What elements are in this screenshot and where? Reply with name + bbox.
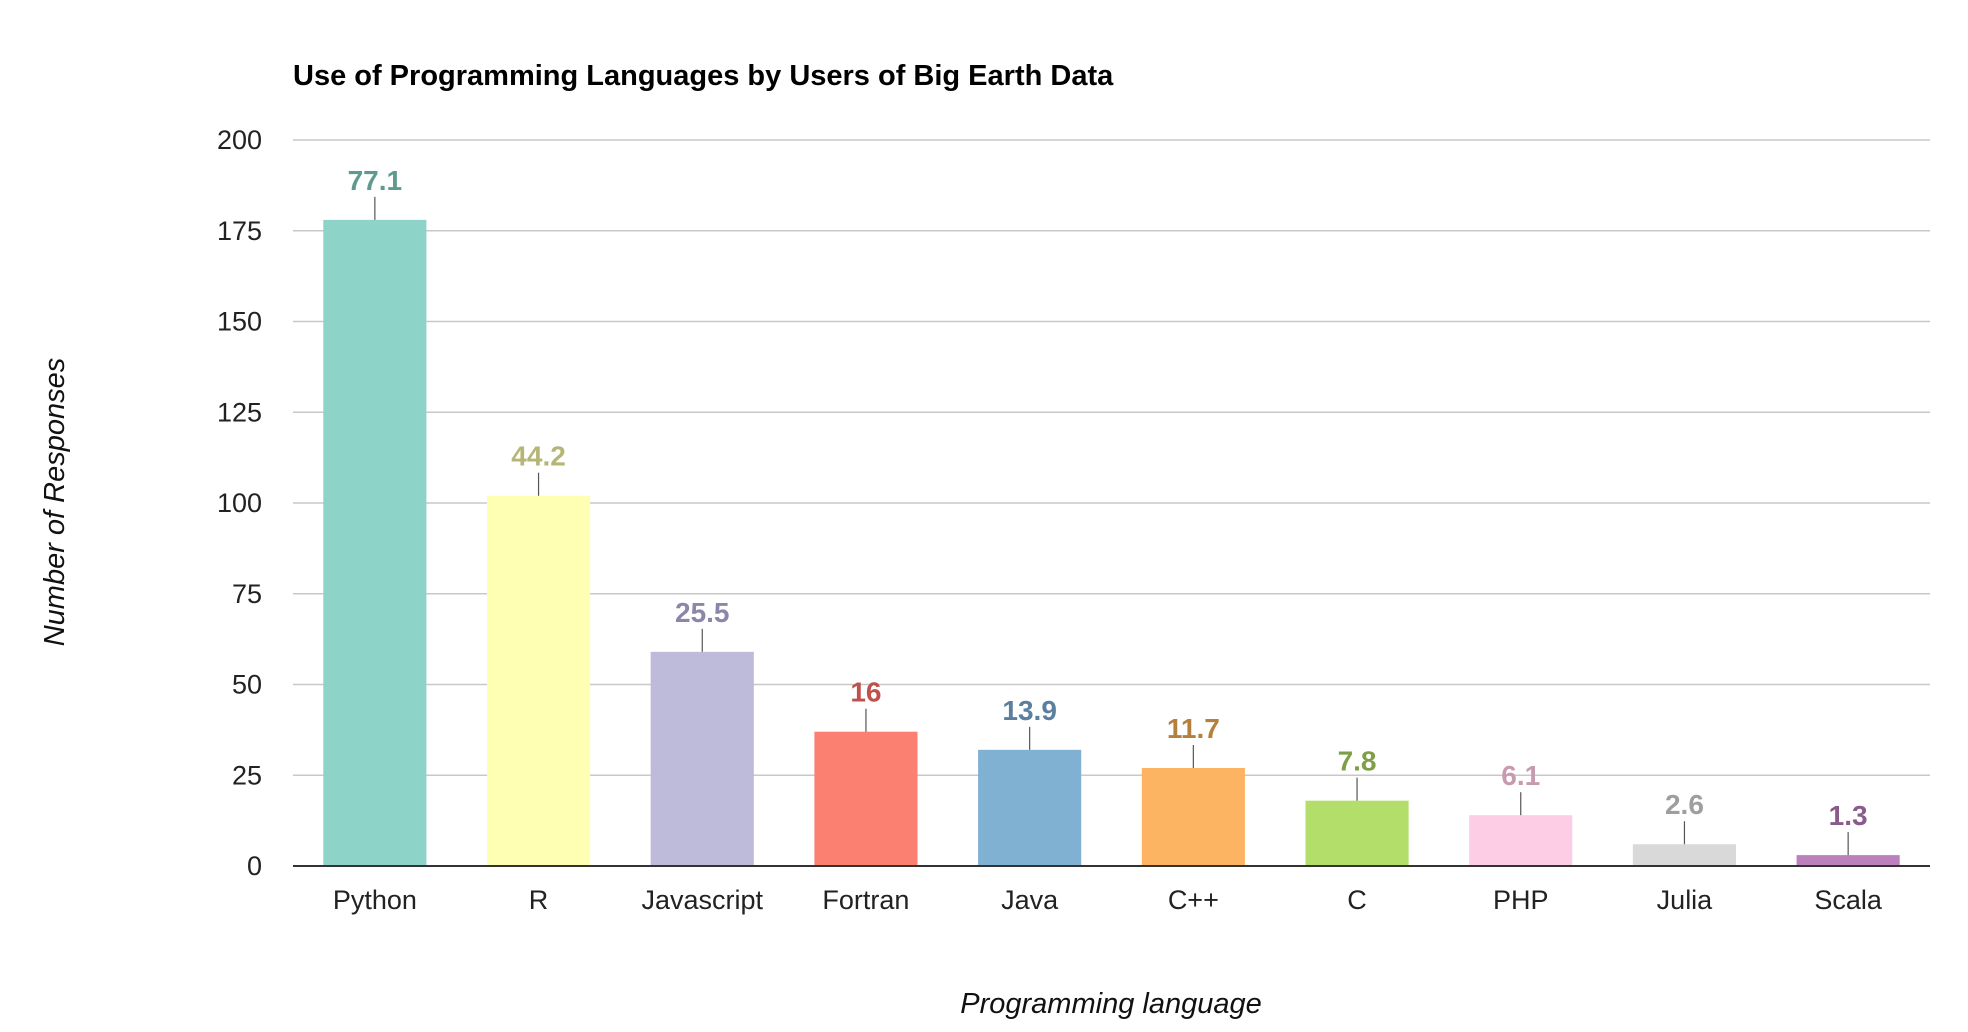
y-tick-label: 25 bbox=[232, 760, 262, 790]
bar-php bbox=[1469, 815, 1573, 866]
chart-title: Use of Programming Languages by Users of… bbox=[293, 60, 1114, 92]
data-label: 77.1 bbox=[348, 165, 403, 196]
data-label: 6.1 bbox=[1501, 760, 1540, 791]
x-tick-label: C++ bbox=[1168, 885, 1219, 915]
x-tick-label: C bbox=[1347, 885, 1367, 915]
bar-scala bbox=[1796, 855, 1900, 866]
data-label: 25.5 bbox=[675, 597, 730, 628]
data-label: 11.7 bbox=[1167, 713, 1220, 744]
y-tick-label: 100 bbox=[217, 488, 262, 518]
data-label: 2.6 bbox=[1665, 789, 1704, 820]
bar-python bbox=[323, 219, 427, 867]
y-axis-title: Number of Responses bbox=[39, 358, 71, 647]
y-tick-label: 0 bbox=[247, 851, 262, 881]
bar-fortran bbox=[814, 731, 918, 866]
y-tick-label: 150 bbox=[217, 307, 262, 337]
data-label: 13.9 bbox=[1002, 695, 1057, 726]
x-tick-label: Python bbox=[333, 885, 417, 915]
bar-javascript bbox=[650, 651, 754, 866]
data-label: 7.8 bbox=[1338, 746, 1377, 777]
bar-java bbox=[978, 749, 1082, 866]
y-tick-label: 75 bbox=[232, 579, 262, 609]
x-tick-label: Fortran bbox=[822, 885, 909, 915]
bars: 77.1 44.2 25.5 16 13.9 11.7 7.8 6.1 2.6 1.3 bbox=[323, 165, 1900, 867]
x-tick-label: Javascript bbox=[641, 885, 763, 915]
y-tick-label: 175 bbox=[217, 216, 262, 246]
y-tick-label: 50 bbox=[232, 670, 262, 700]
y-tick-label: 200 bbox=[217, 125, 262, 155]
bar-cp bbox=[1141, 767, 1245, 866]
x-tick-label: Julia bbox=[1657, 885, 1714, 915]
x-tick-label: Scala bbox=[1814, 885, 1883, 915]
x-tick-label: Java bbox=[1001, 885, 1059, 915]
y-tick-labels: 0 25 50 75 100 125 150 175 200 bbox=[217, 125, 262, 881]
x-tick-label: R bbox=[529, 885, 549, 915]
data-label: 44.2 bbox=[511, 441, 566, 472]
bar-r bbox=[486, 495, 591, 866]
y-tick-label: 125 bbox=[217, 397, 262, 427]
x-tick-label: PHP bbox=[1493, 885, 1549, 915]
bar-julia bbox=[1632, 844, 1737, 866]
bar-c bbox=[1305, 800, 1409, 866]
data-label: 16 bbox=[850, 677, 881, 708]
x-tick-labels: Python R Javascript Fortran Java C++ C PHP Julia… bbox=[333, 885, 1883, 915]
data-label: 1.3 bbox=[1829, 800, 1868, 831]
x-axis-title: Programming language bbox=[960, 988, 1261, 1020]
